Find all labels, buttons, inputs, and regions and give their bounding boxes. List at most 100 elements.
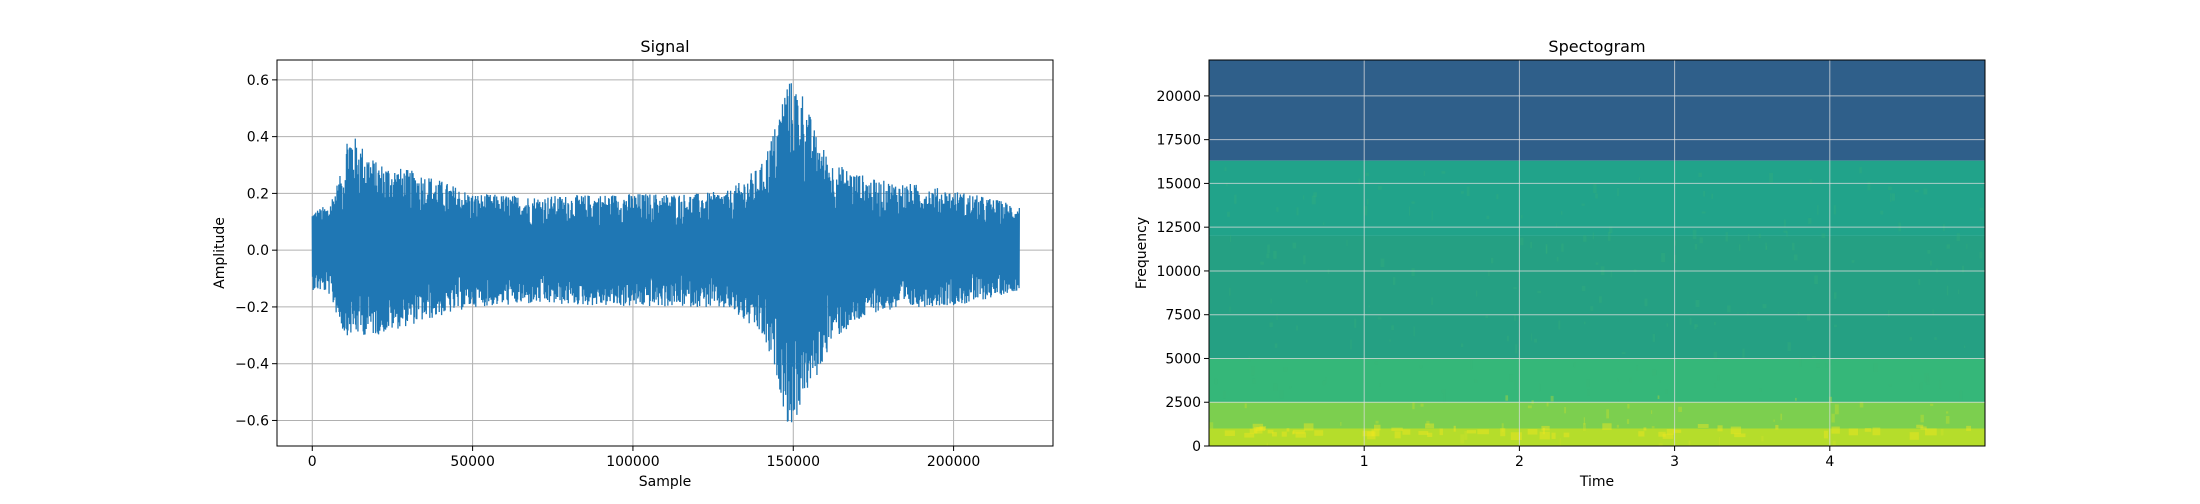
spectrogram-y-tick-label: 12500 — [1156, 220, 1201, 236]
spectrogram-texture — [1816, 363, 1820, 368]
signal-x-tick-label: 150000 — [767, 454, 820, 470]
spectrogram-texture — [1292, 431, 1295, 435]
spectrogram-texture — [1659, 380, 1661, 383]
spectrogram-texture — [1848, 428, 1859, 436]
spectrogram-texture — [1666, 323, 1669, 327]
spectrogram-texture — [1327, 269, 1330, 274]
spectrogram-texture — [1276, 207, 1279, 212]
spectrogram-texture — [1783, 230, 1788, 233]
spectrogram-texture — [1558, 320, 1561, 330]
spectrogram-texture — [1797, 311, 1800, 316]
spectrogram-texture — [1940, 428, 1944, 436]
signal-y-tick-label: −0.6 — [235, 413, 269, 429]
spectrogram-texture — [1638, 177, 1641, 181]
spectrogram-texture — [1394, 431, 1401, 439]
spectrogram-texture — [1441, 171, 1446, 174]
spectrogram-texture — [1747, 233, 1750, 241]
spectrogram-texture — [1244, 403, 1247, 409]
spectrogram-texture — [1946, 411, 1949, 414]
spectrogram-texture — [1545, 243, 1548, 254]
spectrogram-texture — [1256, 426, 1266, 432]
spectrogram-y-tick-label: 17500 — [1156, 133, 1201, 149]
spectrogram-texture — [1932, 309, 1934, 316]
spectrogram-texture — [1926, 376, 1930, 385]
spectrogram-texture — [1610, 270, 1612, 278]
spectrogram-texture — [1701, 211, 1706, 214]
spectrogram-texture — [1814, 275, 1818, 285]
spectrogram-texture — [1252, 423, 1264, 430]
spectrogram-band — [1209, 60, 1985, 161]
spectrogram-axes-frame — [1208, 59, 1986, 447]
spectrogram-texture — [1305, 279, 1308, 283]
spectrogram-texture — [1590, 306, 1594, 311]
spectrogram-texture — [1530, 241, 1533, 249]
spectrogram-texture — [1411, 201, 1415, 204]
spectrogram-texture — [1259, 426, 1267, 431]
spectrogram-texture — [1224, 430, 1235, 436]
spectrogram-texture — [1759, 388, 1762, 392]
spectrogram-texture — [1626, 419, 1630, 424]
spectrogram-texture — [1374, 361, 1378, 365]
spectrogram-texture — [1346, 239, 1348, 247]
signal-y-tick-label: 0.4 — [247, 130, 269, 146]
spectrogram-texture — [1556, 256, 1559, 262]
spectrogram-texture — [1426, 445, 1429, 446]
signal-waveform-line — [311, 83, 1020, 423]
spectrogram-texture — [1254, 427, 1263, 434]
spectrogram-y-tick-label: 2500 — [1165, 395, 1201, 411]
signal-chart: Signal 0 50000 100000 150000 200000 −0.6 −0.4… — [212, 37, 1054, 490]
spectrogram-texture — [1758, 233, 1761, 239]
spectrogram-texture — [1431, 297, 1433, 305]
spectrogram-texture — [1234, 194, 1237, 204]
spectrogram-texture — [1924, 373, 1929, 383]
spectrogram-texture — [1812, 355, 1816, 359]
spectrogram-texture — [1738, 244, 1741, 251]
spectrogram-texture — [1439, 428, 1443, 436]
spectrogram-texture — [1809, 179, 1813, 184]
spectrogram-texture — [1793, 254, 1798, 261]
spectrogram-texture — [1289, 386, 1292, 389]
spectrogram-texture — [1520, 214, 1523, 219]
spectrogram-texture — [1795, 397, 1797, 401]
spectrogram-texture — [1717, 375, 1720, 381]
spectrogram-texture — [1556, 223, 1558, 227]
spectrogram-texture — [1823, 430, 1829, 439]
spectrogram-texture — [1657, 395, 1660, 400]
spectrogram-texture — [1292, 242, 1297, 249]
spectrogram-texture — [1595, 262, 1599, 265]
spectrogram-texture — [1711, 193, 1714, 199]
spectrogram-texture — [1513, 287, 1517, 290]
spectrogram-texture — [1831, 413, 1835, 423]
spectrogram-texture — [1617, 378, 1619, 382]
spectrogram-texture — [1608, 226, 1613, 234]
spectrogram-texture — [1734, 433, 1746, 438]
spectrogram-texture — [1916, 424, 1924, 429]
spectrogram-texture — [1545, 245, 1548, 254]
spectrogram-texture — [1963, 345, 1966, 349]
spectrogram-texture — [1727, 305, 1731, 313]
spectrogram-texture — [1477, 429, 1489, 435]
spectrogram-texture — [1765, 245, 1768, 250]
spectrogram-texture — [1419, 365, 1423, 369]
spectrogram-texture — [1358, 178, 1361, 185]
spectrogram-texture — [1402, 429, 1411, 435]
spectrogram-texture — [1391, 325, 1394, 331]
spectrogram-texture — [1426, 420, 1430, 426]
spectrogram-texture — [1831, 426, 1840, 434]
spectrogram-texture — [1888, 186, 1892, 191]
spectrogram-texture — [1829, 359, 1832, 366]
spectrogram-texture — [1979, 251, 1983, 259]
spectrogram-texture — [1629, 377, 1633, 383]
spectrogram-texture — [1909, 432, 1919, 440]
spectrogram-texture — [1225, 183, 1228, 187]
spectrogram-texture — [1718, 436, 1720, 446]
spectrogram-texture — [1939, 380, 1942, 389]
spectrogram-y-tick-label: 10000 — [1156, 264, 1201, 280]
signal-x-ticks: 0 50000 100000 150000 200000 — [308, 446, 980, 470]
spectrogram-texture — [1273, 250, 1277, 259]
spectrogram-texture — [1806, 314, 1811, 321]
spectrogram-texture — [1313, 192, 1317, 198]
spectrogram-texture — [1260, 261, 1264, 265]
spectrogram-texture — [1607, 231, 1611, 241]
spectrogram-texture — [1295, 432, 1307, 438]
